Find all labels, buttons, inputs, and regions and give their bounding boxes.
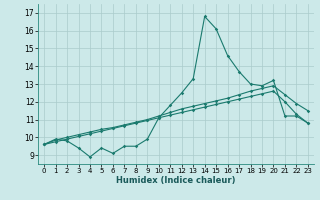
- X-axis label: Humidex (Indice chaleur): Humidex (Indice chaleur): [116, 176, 236, 185]
